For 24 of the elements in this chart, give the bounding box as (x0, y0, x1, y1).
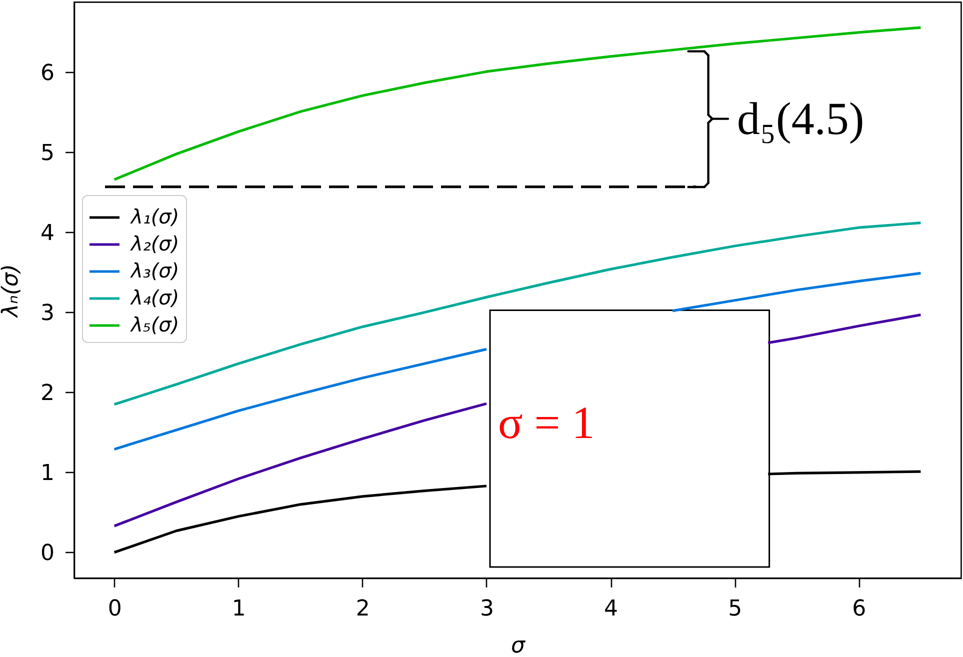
y-tick-label: 6 (40, 60, 54, 86)
y-axis-title: λₙ(σ) (0, 264, 24, 318)
x-tick-label: 5 (728, 596, 742, 622)
x-tick-label: 4 (604, 596, 618, 622)
legend-label: λ₁(σ) (130, 204, 180, 228)
y-tick-label: 2 (40, 380, 54, 406)
legend-label: λ₃(σ) (130, 258, 180, 282)
x-tick-label: 0 (108, 596, 122, 622)
legend-label: λ₄(σ) (130, 286, 180, 310)
y-tick-label: 0 (40, 540, 54, 566)
legend-label: λ₅(σ) (130, 312, 180, 336)
x-tick-label: 3 (480, 596, 494, 622)
x-tick-label: 2 (356, 596, 370, 622)
legend-label: λ₂(σ) (130, 232, 180, 256)
y-tick-label: 5 (40, 140, 54, 166)
line-series (113, 26, 922, 181)
annotation: d₅(4.5) (737, 93, 864, 144)
y-tick-label: 1 (40, 460, 54, 486)
y-tick-label: 4 (40, 220, 54, 246)
x-axis-title: σ (511, 634, 526, 657)
x-tick-label: 6 (852, 596, 866, 622)
y-tick-label: 3 (40, 300, 54, 326)
x-tick-label: 1 (232, 596, 246, 622)
annotation: σ = 1 (498, 397, 595, 448)
